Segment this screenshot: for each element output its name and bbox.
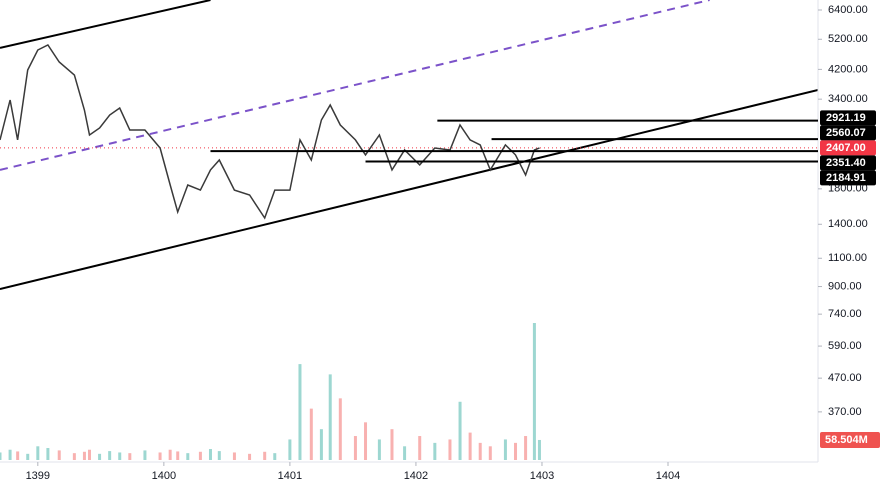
x-tick-label: 1399 bbox=[26, 470, 50, 482]
volume-bar bbox=[186, 453, 190, 460]
volume-bar bbox=[208, 449, 212, 460]
volume-bar bbox=[198, 451, 202, 460]
volume-bar bbox=[288, 439, 292, 460]
volume-bar bbox=[468, 432, 472, 460]
volume-bar bbox=[263, 451, 267, 460]
y-tick-label: 900.00 bbox=[828, 280, 862, 292]
volume-bar bbox=[537, 439, 541, 460]
volume-bar bbox=[217, 451, 221, 460]
volume-bar bbox=[514, 442, 518, 460]
volume-bar bbox=[26, 453, 30, 460]
price-label: 2184.91 bbox=[820, 170, 876, 186]
price-label-text: 2407.00 bbox=[826, 142, 866, 154]
plot-area bbox=[0, 0, 818, 460]
price-label: 2921.19 bbox=[820, 110, 876, 126]
y-tick-label: 740.00 bbox=[828, 308, 862, 320]
trendline bbox=[0, 0, 710, 171]
volume-bar bbox=[118, 452, 122, 460]
volume-bar bbox=[36, 446, 40, 460]
volume-bar bbox=[87, 449, 91, 460]
price-label-box bbox=[820, 110, 876, 126]
y-tick-label: 1400.00 bbox=[828, 218, 868, 230]
y-tick-label: 370.00 bbox=[828, 406, 862, 418]
volume-bar bbox=[128, 453, 132, 460]
x-tick-label: 1401 bbox=[278, 470, 302, 482]
trendline bbox=[0, 88, 818, 291]
price-label-box bbox=[820, 140, 876, 156]
volume-bar bbox=[8, 449, 12, 460]
price-line bbox=[0, 44, 540, 220]
volume-bar bbox=[433, 442, 437, 460]
volume-label-text: 58.504M bbox=[825, 434, 868, 446]
volume-bar bbox=[168, 449, 172, 460]
x-tick-label: 1403 bbox=[530, 470, 554, 482]
volume-bar bbox=[16, 451, 20, 460]
volume-bar bbox=[309, 408, 313, 460]
volume-bar bbox=[176, 451, 180, 460]
volume-bar bbox=[108, 451, 112, 460]
price-label-box bbox=[820, 170, 876, 186]
volume-bar bbox=[143, 450, 147, 460]
y-tick-label: 6400.00 bbox=[828, 4, 868, 16]
volume-bar bbox=[232, 452, 236, 460]
price-label: 2407.00 bbox=[820, 140, 876, 156]
volume-bar bbox=[328, 374, 332, 460]
volume-bar bbox=[448, 439, 452, 460]
price-label: 2351.40 bbox=[820, 155, 876, 171]
volume-bar bbox=[403, 446, 407, 460]
price-label-box bbox=[820, 155, 876, 171]
price-label-text: 2921.19 bbox=[826, 112, 866, 124]
volume-bar bbox=[98, 453, 102, 460]
volume-bar bbox=[82, 451, 86, 460]
y-tick-label: 3400.00 bbox=[828, 93, 868, 105]
volume-bar bbox=[248, 453, 252, 460]
volume-bar bbox=[273, 453, 277, 460]
volume-bar bbox=[319, 429, 323, 460]
y-tick-label: 1100.00 bbox=[828, 252, 867, 264]
volume-bar bbox=[46, 448, 50, 460]
trendline bbox=[0, 0, 211, 49]
volume-bar bbox=[0, 452, 2, 460]
volume-bar bbox=[390, 429, 394, 460]
volume-bar bbox=[524, 436, 528, 460]
volume-bar bbox=[458, 401, 462, 460]
volume-bar bbox=[57, 450, 61, 460]
y-tick-label: 590.00 bbox=[828, 340, 862, 352]
volume-bar bbox=[478, 442, 482, 460]
y-tick-label: 470.00 bbox=[828, 372, 862, 384]
volume-bar bbox=[298, 364, 302, 460]
x-tick-label: 1400 bbox=[152, 470, 176, 482]
price-label-text: 2351.40 bbox=[826, 157, 866, 169]
volume-bar bbox=[158, 452, 162, 460]
volume-bar bbox=[503, 439, 507, 460]
volume-bar bbox=[72, 453, 76, 460]
volume-bar bbox=[364, 422, 368, 460]
volume-bar bbox=[488, 446, 492, 460]
x-tick-label: 1402 bbox=[404, 470, 428, 482]
volume-bar bbox=[353, 436, 357, 460]
volume-bar bbox=[338, 398, 342, 460]
price-label-box bbox=[820, 125, 876, 141]
price-label-text: 2560.07 bbox=[826, 127, 866, 139]
volume-bar bbox=[532, 323, 536, 460]
volume-bar bbox=[418, 436, 422, 460]
y-tick-label: 4200.00 bbox=[828, 63, 868, 75]
y-tick-label: 5200.00 bbox=[828, 33, 868, 45]
x-tick-label: 1404 bbox=[656, 470, 680, 482]
y-tick-label: 1800.00 bbox=[828, 183, 868, 195]
volume-label: 58.504M bbox=[820, 431, 880, 448]
price-label-text: 2184.91 bbox=[826, 172, 866, 184]
price-label: 2560.07 bbox=[820, 125, 876, 141]
volume-label-box bbox=[820, 431, 880, 448]
volume-bar bbox=[377, 439, 381, 460]
